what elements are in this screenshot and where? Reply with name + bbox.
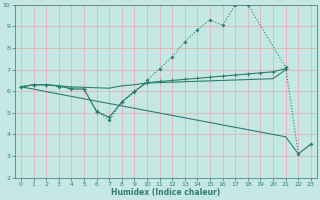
X-axis label: Humidex (Indice chaleur): Humidex (Indice chaleur) [111, 188, 220, 197]
